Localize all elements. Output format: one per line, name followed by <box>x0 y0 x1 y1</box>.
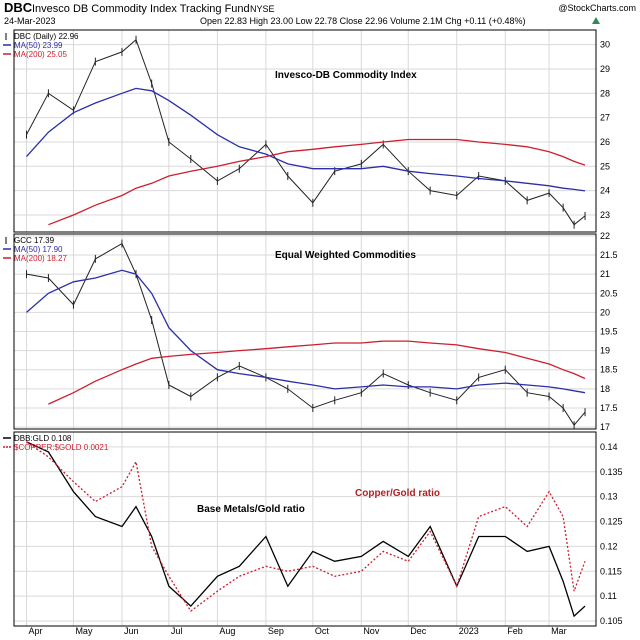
panel-title: Invesco-DB Commodity Index <box>275 70 417 81</box>
y-tick-label: 18 <box>600 384 610 394</box>
quote-line: Open 22.83 High 23.00 Low 22.78 Close 22… <box>200 16 526 26</box>
y-tick-label: 0.14 <box>600 442 618 452</box>
x-tick-label: Feb <box>507 626 523 636</box>
legend-entry: DBB:GLD 0.108 <box>14 434 72 443</box>
annotation-label: Base Metals/Gold ratio <box>197 504 305 515</box>
y-tick-label: 27 <box>600 113 610 123</box>
series-line-1 <box>26 242 586 427</box>
x-tick-label: Dec <box>410 626 427 636</box>
legend-entry: GCC 17.39 <box>14 236 55 245</box>
y-tick-label: 0.115 <box>600 566 622 576</box>
legend-entry: $COPPER:$GOLD 0.0021 <box>14 443 109 452</box>
legend-entry: MA(200) 18.27 <box>14 254 67 263</box>
y-tick-label: 21.5 <box>600 250 618 260</box>
y-tick-label: 17.5 <box>600 403 618 413</box>
panel-title: Equal Weighted Commodities <box>275 250 416 261</box>
y-tick-label: 0.105 <box>600 616 623 626</box>
series-line-2 <box>26 87 586 192</box>
y-tick-label: 22 <box>600 231 610 241</box>
y-tick-label: 25 <box>600 161 610 171</box>
x-tick-label: Sep <box>268 626 284 636</box>
y-tick-label: 19 <box>600 346 610 356</box>
y-tick-label: 28 <box>600 88 610 98</box>
y-tick-label: 0.125 <box>600 517 623 527</box>
chart-panel-1: 23 24 25 26 27 28 29 30 DBC (Daily) 22.96MA(50) … <box>3 29 610 233</box>
y-tick-label: 20 <box>600 307 610 317</box>
y-tick-label: 24 <box>600 186 610 196</box>
triangle-up-icon <box>592 17 600 24</box>
legend-entry: MA(50) 17.90 <box>14 245 63 254</box>
fund-name: Invesco DB Commodity Index Tracking Fund <box>32 3 250 15</box>
series-line-1 <box>26 38 586 226</box>
chart-panel-2: 17 17.5 18 18.5 19 19.5 20 20.5 21 21.5 22 GCC 17.3… <box>3 231 618 432</box>
series-line-3 <box>48 340 586 405</box>
annotation-label: Copper/Gold ratio <box>355 488 440 499</box>
chart-panel-3: 0.105 0.11 0.115 0.12 0.125 0.13 0.135 0.14 DBB:… <box>3 431 623 627</box>
y-tick-label: 23 <box>600 210 610 220</box>
panel-frame <box>13 233 597 430</box>
chart-header: DBC Invesco DB Commodity Index Tracking … <box>4 0 636 26</box>
x-axis: Apr May Jun Jul Aug Sep Oct Nov Dec 2023 Feb Mar <box>29 626 567 636</box>
x-tick-label: 2023 <box>459 626 479 636</box>
y-tick-label: 17 <box>600 422 610 432</box>
panel-frame <box>13 29 597 233</box>
y-tick-label: 30 <box>600 40 610 50</box>
y-tick-label: 20.5 <box>600 288 618 298</box>
chart-date: 24-Mar-2023 <box>4 16 56 26</box>
series-line-3 <box>48 138 586 226</box>
y-tick-label: 0.11 <box>600 591 617 601</box>
y-tick-label: 26 <box>600 137 610 147</box>
panel-frame <box>13 431 597 627</box>
x-tick-label: Jul <box>171 626 183 636</box>
y-tick-label: 18.5 <box>600 365 618 375</box>
x-tick-label: Nov <box>363 626 380 636</box>
y-tick-label: 0.135 <box>600 467 623 477</box>
ticker-symbol: DBC <box>4 0 33 15</box>
y-tick-label: 19.5 <box>600 327 618 337</box>
y-tick-label: 0.12 <box>600 541 618 551</box>
x-tick-label: Apr <box>29 626 43 636</box>
legend-entry: MA(50) 23.99 <box>14 41 63 50</box>
legend-entry: DBC (Daily) 22.96 <box>14 32 79 41</box>
x-tick-label: Aug <box>219 626 235 636</box>
legend-entry: MA(200) 25.05 <box>14 50 67 59</box>
series-line-2 <box>26 441 586 613</box>
exchange-label: NYSE <box>250 4 275 14</box>
y-tick-label: 29 <box>600 64 610 74</box>
y-tick-label: 0.13 <box>600 492 618 502</box>
x-tick-label: May <box>75 626 93 636</box>
watermark: @StockCharts.com <box>558 3 636 13</box>
y-tick-label: 21 <box>600 269 610 279</box>
series-line-2 <box>26 269 586 394</box>
x-tick-label: Jun <box>124 626 139 636</box>
series-line-1 <box>26 441 586 618</box>
x-tick-label: Mar <box>551 626 567 636</box>
x-tick-label: Oct <box>315 626 330 636</box>
